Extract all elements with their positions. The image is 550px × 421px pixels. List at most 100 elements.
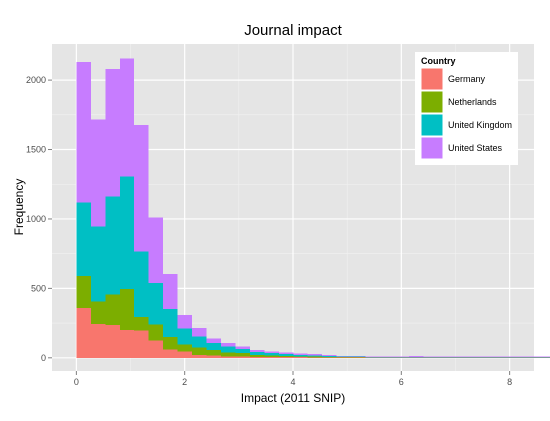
histogram-bar [163,337,177,349]
histogram-bar [264,353,278,356]
histogram-bar [250,357,264,358]
histogram-bar [76,62,90,202]
legend-label: Germany [448,74,486,84]
histogram-bar [207,356,221,358]
legend-label: United States [448,143,503,153]
legend-swatch [421,114,443,136]
histogram-bar [308,356,322,357]
chart-title: Journal impact [244,22,342,39]
x-axis-ticks: 0 2 4 6 8 [74,371,512,387]
histogram-bar [221,356,235,357]
histogram-bar [76,202,90,276]
histogram-bar [337,356,351,357]
histogram-bar [293,354,307,355]
histogram-bar [134,331,148,358]
histogram-bar [105,197,119,295]
histogram-bar [207,338,221,343]
histogram-bar [149,324,163,340]
histogram-bar [178,315,192,329]
histogram-bar [207,343,221,350]
histogram-bar [105,69,119,197]
y-tick-label: 1000 [26,214,46,224]
histogram-bar [351,356,365,357]
histogram-bar [178,352,192,358]
histogram-bar [279,353,293,354]
histogram-bar [221,343,235,346]
legend-swatch [421,68,443,90]
histogram-bar [105,325,119,358]
histogram-bar [163,349,177,357]
histogram-bar [134,125,148,251]
histogram-bar [409,356,423,357]
histogram-bar [178,345,192,352]
histogram-bar [221,347,235,353]
histogram-bar [149,218,163,283]
y-tick-label: 1500 [26,145,46,155]
y-axis-title: Frequency [12,179,26,236]
histogram-bar [149,283,163,325]
legend-swatch [421,137,443,159]
x-tick-label: 8 [507,377,512,387]
histogram-bar [120,177,134,289]
histogram-bar [308,354,322,355]
histogram-bar [178,329,192,345]
histogram-bar [192,355,206,358]
histogram-bar [337,356,351,357]
histogram-bar [264,356,278,357]
x-tick-label: 6 [399,377,404,387]
histogram-bar [221,352,235,356]
histogram-bar [134,252,148,317]
histogram-bar [120,59,134,177]
histogram-bar [76,276,90,308]
histogram-bar [192,328,206,336]
x-tick-label: 2 [182,377,187,387]
histogram-bar [134,317,148,331]
histogram-bar [293,357,307,358]
histogram-bar [250,355,264,357]
histogram-bar [120,330,134,358]
histogram-bar [105,295,119,326]
histogram-bar [264,352,278,353]
histogram-bar [235,353,249,356]
histogram-bar [293,355,307,356]
histogram-bar [91,227,105,302]
histogram-bar [192,336,206,347]
histogram-bar [91,120,105,227]
y-axis-ticks: 0 500 1000 1500 2000 [26,75,52,363]
histogram-bar [322,355,336,356]
histogram-bar [264,357,278,358]
histogram-bar [235,349,249,353]
histogram-bar [293,356,307,357]
histogram-bar [279,357,293,358]
legend: Country Germany Netherlands United Kingdom… [415,52,518,165]
legend-title: Country [421,56,456,66]
histogram-bar [250,352,264,355]
histogram-bar [76,308,90,358]
histogram-bar [163,274,177,309]
x-tick-label: 0 [74,377,79,387]
histogram-bar [235,346,249,349]
x-axis-title: Impact (2011 SNIP) [241,391,345,405]
y-tick-label: 2000 [26,75,46,85]
histogram-bar [322,356,336,357]
histogram-bar [91,324,105,358]
histogram-bar [322,357,336,358]
legend-label: United Kingdom [448,120,512,130]
y-tick-label: 0 [41,353,46,363]
histogram-bar [149,340,163,357]
histogram-bar [250,350,264,352]
x-tick-label: 4 [290,377,295,387]
y-tick-label: 500 [31,283,46,293]
histogram-bar [192,347,206,355]
legend-swatch [421,91,443,113]
histogram-bar [308,357,322,358]
legend-label: Netherlands [448,97,497,107]
histogram-bar [279,354,293,356]
histogram-bar [163,309,177,337]
histogram-bar [91,302,105,324]
histogram-bar [120,289,134,330]
histogram-bar [235,357,249,358]
histogram-bar [279,356,293,357]
histogram-bar [207,350,221,356]
